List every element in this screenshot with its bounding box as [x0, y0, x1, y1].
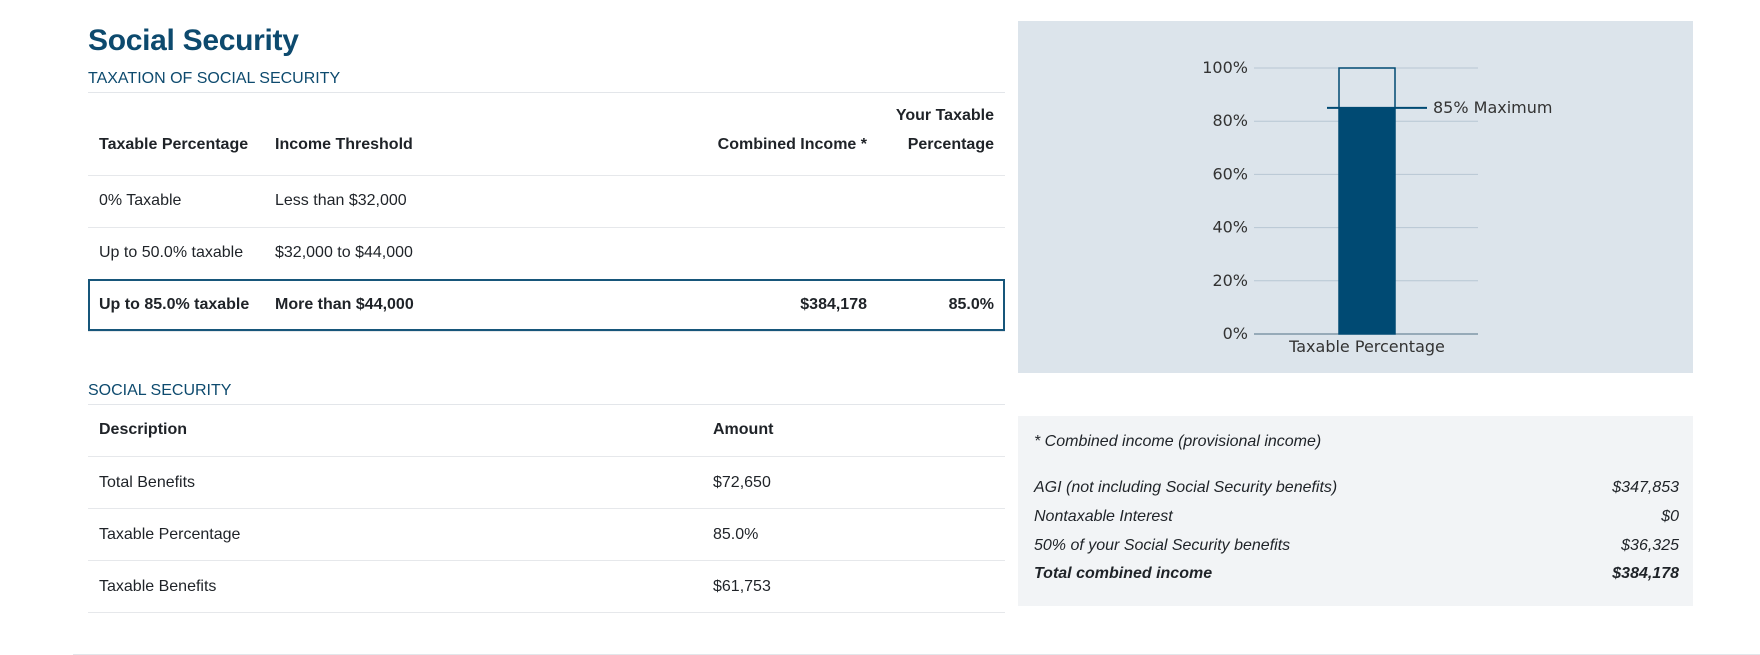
cell-amount: $72,650 — [713, 473, 771, 491]
cell-yours: 85.0% — [948, 296, 994, 313]
y-tick-label: 40% — [1212, 218, 1248, 237]
header-combined-income: Combined Income * — [717, 135, 867, 153]
table-row: Taxable Benefits $61,753 — [88, 560, 1005, 613]
cell-amount: $61,753 — [713, 577, 771, 595]
taxable-percentage-chart: 0% 20% 40% 60% 80% 100% 85% Maximum Taxable Per… — [1018, 21, 1693, 373]
y-tick-label: 0% — [1223, 324, 1248, 343]
combined-income-label: AGI (not including Social Security benef… — [1034, 479, 1338, 496]
header-amount: Amount — [713, 421, 774, 439]
cell-amount: 85.0% — [713, 525, 759, 543]
table-row: 0% Taxable Less than $32,000 — [88, 175, 1005, 227]
combined-income-total-value: $384,178 — [1612, 565, 1679, 582]
table-row: Up to 50.0% taxable $32,000 to $44,000 — [88, 227, 1005, 279]
table-row: Total Benefits $72,650 — [88, 456, 1005, 509]
combined-income-row: 50% of your Social Security benefits $36… — [1034, 537, 1679, 555]
cell-yours — [878, 175, 1005, 227]
cell-threshold: More than $44,000 — [275, 296, 414, 313]
combined-income-total-label: Total combined income — [1034, 565, 1213, 582]
combined-income-title: * Combined income (provisional income) — [1034, 433, 1322, 450]
combined-income-panel: * Combined income (provisional income) A… — [1018, 416, 1693, 606]
cell-threshold: Less than $32,000 — [275, 192, 407, 209]
header-income-threshold: Income Threshold — [275, 135, 413, 153]
taxation-table: Taxable Percentage Income Threshold Comb… — [88, 93, 1005, 332]
cell-description: Total Benefits — [99, 473, 196, 491]
cell-taxable: Up to 50.0% taxable — [99, 244, 244, 261]
cell-combined: $384,178 — [800, 296, 867, 313]
cell-description: Taxable Percentage — [99, 525, 241, 543]
left-column: Social Security TAXATION OF SOCIAL SECUR… — [88, 18, 1005, 613]
reference-line-label: 85% Maximum — [1433, 98, 1552, 117]
combined-income-value: $347,853 — [1612, 479, 1679, 496]
cell-combined — [606, 175, 878, 227]
cell-combined — [606, 227, 878, 279]
cell-threshold: $32,000 to $44,000 — [275, 244, 413, 261]
header-your-taxable-line1: Your Taxable — [895, 106, 994, 124]
taxation-header-row: Taxable Percentage Income Threshold Comb… — [88, 93, 1005, 175]
social-security-header-row: Description Amount — [88, 405, 1005, 457]
y-tick-label: 60% — [1212, 164, 1248, 183]
combined-income-total-row: Total combined income $384,178 — [1034, 565, 1679, 583]
header-taxable-percentage: Taxable Percentage — [99, 135, 249, 153]
table-row: Taxable Percentage 85.0% — [88, 508, 1005, 561]
header-your-taxable-line2: Percentage — [907, 135, 994, 153]
header-description: Description — [99, 421, 188, 439]
cell-description: Taxable Benefits — [99, 577, 217, 595]
chart-svg: 0% 20% 40% 60% 80% 100% 85% Maximum Taxable Per… — [1202, 58, 1552, 356]
y-tick-label: 80% — [1212, 111, 1248, 130]
combined-income-value: $36,325 — [1621, 537, 1679, 554]
combined-income-label: 50% of your Social Security benefits — [1034, 537, 1291, 554]
combined-income-label: Nontaxable Interest — [1034, 508, 1173, 525]
bar-taxable-percentage — [1339, 107, 1395, 335]
combined-income-row: Nontaxable Interest $0 — [1034, 508, 1679, 526]
x-category-label: Taxable Percentage — [1288, 337, 1445, 356]
header-your-taxable-percentage: Your Taxable Percentage — [878, 93, 1005, 175]
page-title: Social Security — [88, 24, 299, 57]
social-security-section-label: SOCIAL SECURITY — [88, 382, 1005, 405]
cell-taxable: Up to 85.0% taxable — [99, 296, 250, 313]
cell-yours — [878, 227, 1005, 279]
table-row-active: Up to 85.0% taxable More than $44,000 $3… — [88, 279, 1005, 331]
social-security-table: Description Amount Total Benefits $72,65… — [88, 405, 1005, 614]
y-tick-label: 20% — [1212, 271, 1248, 290]
combined-income-value: $0 — [1661, 508, 1679, 525]
taxation-section-label: TAXATION OF SOCIAL SECURITY — [88, 70, 1005, 93]
cell-taxable: 0% Taxable — [99, 192, 182, 209]
combined-income-row: AGI (not including Social Security benef… — [1034, 479, 1679, 497]
y-tick-label: 100% — [1202, 58, 1248, 77]
